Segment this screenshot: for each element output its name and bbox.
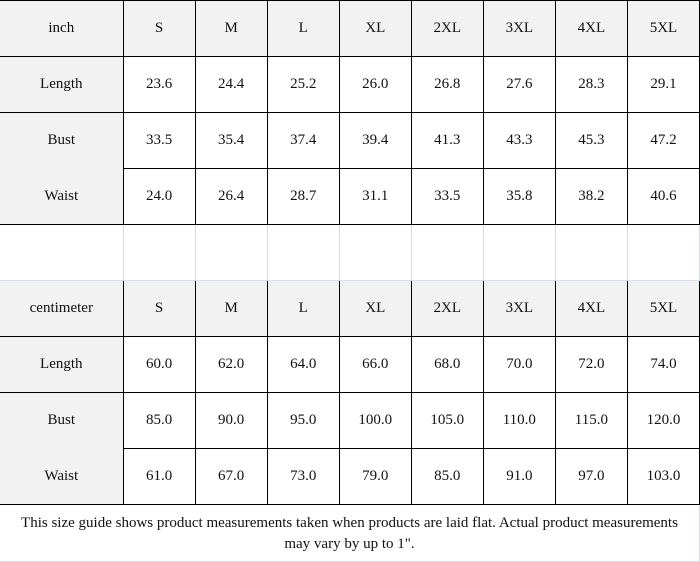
measurement-value: 38.2	[554, 168, 628, 225]
table-row: Length 60.0 62.0 64.0 66.0 68.0 70.0 72.0 74.0	[0, 336, 700, 393]
measurement-value: 62.0	[194, 336, 268, 393]
measurement-value: 105.0	[410, 392, 484, 449]
measurement-value: 39.4	[338, 112, 412, 169]
measurement-value: 29.1	[626, 56, 700, 113]
measurement-label: Length	[0, 336, 124, 393]
measurement-value: 97.0	[554, 448, 628, 505]
measurement-value: 24.0	[122, 168, 196, 225]
measurement-value: 33.5	[122, 112, 196, 169]
measurement-value: 70.0	[482, 336, 556, 393]
size-header: L	[266, 280, 340, 337]
size-header: M	[194, 280, 268, 337]
size-header: 2XL	[410, 0, 484, 57]
size-header: 5XL	[626, 0, 700, 57]
measurement-value: 26.4	[194, 168, 268, 225]
measurement-label: Bust	[0, 112, 124, 169]
measurement-value: 103.0	[626, 448, 700, 505]
size-header: 5XL	[626, 280, 700, 337]
measurement-value: 31.1	[338, 168, 412, 225]
measurement-value: 85.0	[122, 392, 196, 449]
measurement-value: 23.6	[122, 56, 196, 113]
size-header: L	[266, 0, 340, 57]
size-header: XL	[338, 0, 412, 57]
measurement-value: 72.0	[554, 336, 628, 393]
empty-cell	[338, 224, 412, 281]
measurement-value: 27.6	[482, 56, 556, 113]
table-row: Waist 24.0 26.4 28.7 31.1 33.5 35.8 38.2 40.6	[0, 168, 700, 225]
measurement-value: 120.0	[626, 392, 700, 449]
size-chart-table: inch S M L XL 2XL 3XL 4XL 5XL Length 23.6 24.4 25.2 2…	[0, 0, 700, 505]
empty-cell	[266, 224, 340, 281]
measurement-value: 85.0	[410, 448, 484, 505]
measurement-value: 60.0	[122, 336, 196, 393]
measurement-value: 28.3	[554, 56, 628, 113]
measurement-label: Length	[0, 56, 124, 113]
table-row: Bust 85.0 90.0 95.0 100.0 105.0 110.0 115.0 120.…	[0, 392, 700, 449]
size-header: 4XL	[554, 280, 628, 337]
measurement-label: Bust	[0, 392, 124, 449]
size-header: M	[194, 0, 268, 57]
spacer-row	[0, 224, 700, 281]
measurement-value: 110.0	[482, 392, 556, 449]
measurement-value: 41.3	[410, 112, 484, 169]
measurement-value: 35.4	[194, 112, 268, 169]
measurement-value: 33.5	[410, 168, 484, 225]
empty-cell	[554, 224, 628, 281]
measurement-value: 28.7	[266, 168, 340, 225]
table-row: Waist 61.0 67.0 73.0 79.0 85.0 91.0 97.0 103.0	[0, 448, 700, 505]
table-row: Bust 33.5 35.4 37.4 39.4 41.3 43.3 45.3 47.2	[0, 112, 700, 169]
size-header: 4XL	[554, 0, 628, 57]
measurement-value: 25.2	[266, 56, 340, 113]
size-header: S	[122, 280, 196, 337]
size-guide-note: This size guide shows product measuremen…	[0, 505, 700, 562]
unit-header: inch	[0, 0, 124, 57]
measurement-value: 45.3	[554, 112, 628, 169]
measurement-value: 43.3	[482, 112, 556, 169]
empty-cell	[122, 224, 196, 281]
unit-header: centimeter	[0, 280, 124, 337]
empty-cell	[626, 224, 700, 281]
size-header: S	[122, 0, 196, 57]
table-row: Length 23.6 24.4 25.2 26.0 26.8 27.6 28.3 29.1	[0, 56, 700, 113]
measurement-value: 64.0	[266, 336, 340, 393]
measurement-value: 47.2	[626, 112, 700, 169]
measurement-value: 35.8	[482, 168, 556, 225]
measurement-value: 67.0	[194, 448, 268, 505]
empty-cell	[482, 224, 556, 281]
measurement-value: 24.4	[194, 56, 268, 113]
measurement-value: 37.4	[266, 112, 340, 169]
measurement-value: 91.0	[482, 448, 556, 505]
measurement-value: 68.0	[410, 336, 484, 393]
empty-cell	[410, 224, 484, 281]
measurement-value: 115.0	[554, 392, 628, 449]
measurement-value: 61.0	[122, 448, 196, 505]
measurement-value: 95.0	[266, 392, 340, 449]
size-header: 3XL	[482, 0, 556, 57]
measurement-value: 66.0	[338, 336, 412, 393]
measurement-value: 100.0	[338, 392, 412, 449]
size-header: 2XL	[410, 280, 484, 337]
measurement-value: 74.0	[626, 336, 700, 393]
measurement-value: 26.8	[410, 56, 484, 113]
header-row: centimeter S M L XL 2XL 3XL 4XL 5XL	[0, 280, 700, 337]
size-header: 3XL	[482, 280, 556, 337]
header-row: inch S M L XL 2XL 3XL 4XL 5XL	[0, 0, 700, 57]
measurement-value: 40.6	[626, 168, 700, 225]
empty-cell	[194, 224, 268, 281]
measurement-value: 79.0	[338, 448, 412, 505]
size-header: XL	[338, 280, 412, 337]
measurement-label: Waist	[0, 168, 124, 225]
measurement-value: 26.0	[338, 56, 412, 113]
empty-cell	[0, 224, 124, 281]
measurement-value: 73.0	[266, 448, 340, 505]
measurement-value: 90.0	[194, 392, 268, 449]
measurement-label: Waist	[0, 448, 124, 505]
